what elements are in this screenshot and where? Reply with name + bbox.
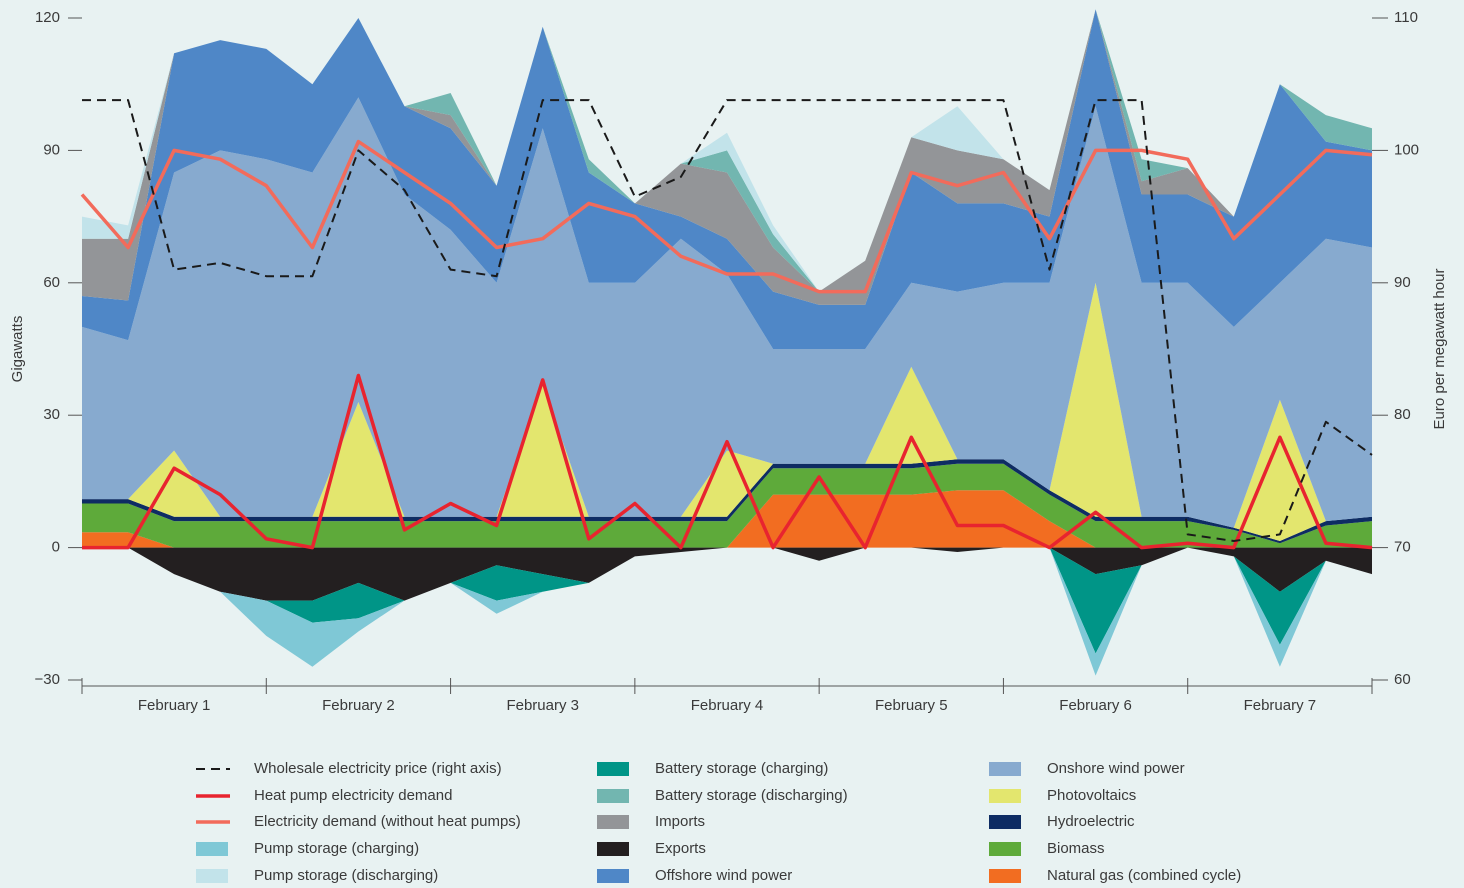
- y2-tick-label: 70: [1394, 539, 1411, 556]
- line: [82, 99, 1373, 542]
- legend-label: Onshore wind power: [1047, 760, 1185, 777]
- axes: −30 0 30 60 90 120 60 70 80 90 100 110 February 1 Feb…: [35, 9, 1419, 714]
- x-tick-label: February 5: [875, 697, 948, 714]
- legend-label: Heat pump electricity demand: [254, 787, 452, 804]
- legend-label: Hydroelectric: [1047, 813, 1135, 830]
- legend-label: Pump storage (discharging): [254, 867, 438, 884]
- y-tick-label: 30: [43, 406, 60, 423]
- legend-swatch: [196, 842, 228, 856]
- x-tick-label: February 2: [322, 697, 395, 714]
- x-tick-label: February 4: [691, 697, 764, 714]
- legend-label: Wholesale electricity price (right axis): [254, 760, 502, 777]
- x-tick-label: February 6: [1059, 697, 1132, 714]
- legend-label: Offshore wind power: [655, 867, 792, 884]
- legend-label: Pump storage (charging): [254, 840, 419, 857]
- legend-label: Imports: [655, 813, 705, 830]
- area: [82, 9, 1372, 349]
- legend-swatch: [597, 842, 629, 856]
- legend-label: Electricity demand (without heat pumps): [254, 813, 521, 830]
- area: [82, 490, 1372, 548]
- area: [82, 9, 1372, 292]
- y-tick-label: 120: [35, 9, 60, 26]
- legend-swatch: [989, 789, 1021, 803]
- legend-swatch: [597, 762, 629, 776]
- y-tick-label: 0: [52, 539, 60, 556]
- line: [80, 139, 1373, 294]
- area: [82, 547, 1372, 601]
- area: [82, 282, 1372, 541]
- legend-label: Exports: [655, 840, 706, 857]
- line: [82, 373, 1373, 550]
- y-axis-label: Gigawatts: [9, 316, 26, 383]
- legend: Wholesale electricity price (right axis)…: [196, 760, 1241, 884]
- y2-tick-label: 100: [1394, 141, 1419, 158]
- area: [82, 97, 1372, 528]
- y2-tick-label: 60: [1394, 671, 1411, 688]
- legend-swatch: [597, 815, 629, 829]
- y-tick-label: 90: [43, 141, 60, 158]
- y-tick-label: −30: [35, 671, 60, 688]
- legend-label: Biomass: [1047, 840, 1105, 857]
- x-tick-label: February 3: [506, 697, 579, 714]
- legend-swatch: [597, 869, 629, 883]
- legend-swatch: [597, 789, 629, 803]
- x-tick-label: February 7: [1244, 697, 1317, 714]
- y-tick-label: 60: [43, 274, 60, 291]
- legend-label: Photovoltaics: [1047, 787, 1136, 804]
- lines: [80, 99, 1373, 550]
- legend-swatch: [989, 815, 1021, 829]
- legend-label: Battery storage (charging): [655, 760, 828, 777]
- y2-tick-label: 110: [1394, 9, 1418, 26]
- legend-label: Battery storage (discharging): [655, 787, 848, 804]
- y2-tick-label: 90: [1394, 274, 1411, 291]
- area: [82, 547, 1372, 654]
- legend-swatch: [989, 762, 1021, 776]
- legend-swatch: [989, 842, 1021, 856]
- legend-swatch: [989, 869, 1021, 883]
- y2-axis-label: Euro per megawatt hour: [1431, 269, 1448, 430]
- legend-label: Natural gas (combined cycle): [1047, 867, 1241, 884]
- y2-tick-label: 80: [1394, 406, 1411, 423]
- areas: [82, 9, 1372, 676]
- legend-swatch: [196, 869, 228, 883]
- x-tick-label: February 1: [138, 697, 211, 714]
